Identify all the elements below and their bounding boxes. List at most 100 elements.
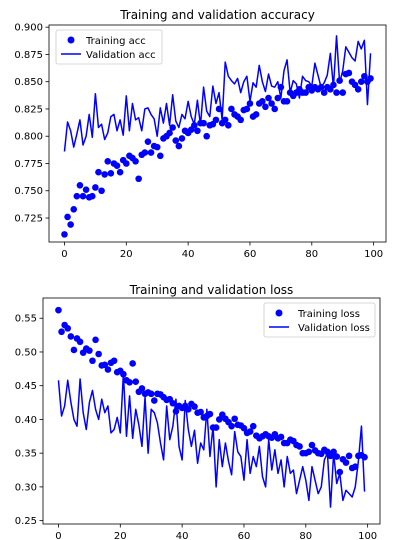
data-point-training-loss	[240, 424, 248, 432]
data-point-training-acc	[194, 127, 201, 135]
y-tick-label: 0.850	[14, 77, 43, 88]
data-point-training-loss	[151, 397, 158, 404]
data-point-training-loss	[58, 328, 65, 336]
data-point-training-loss	[351, 463, 359, 470]
data-point-training-acc	[330, 81, 337, 89]
y-tick-label: 0.725	[14, 214, 43, 225]
data-point-training-acc	[339, 89, 347, 96]
data-point-training-acc	[215, 105, 223, 113]
legend: Training acc Validation acc	[55, 29, 163, 65]
data-point-training-acc	[113, 162, 121, 169]
y-tick-label: 0.25	[15, 516, 37, 527]
data-point-training-acc	[116, 168, 124, 176]
data-point-training-acc	[302, 89, 309, 96]
x-tick-label: 100	[358, 531, 377, 540]
data-point-training-acc	[221, 116, 229, 124]
data-point-training-acc	[82, 186, 90, 193]
data-point-training-acc	[67, 221, 74, 228]
data-point-training-acc	[61, 231, 68, 238]
y-tick-label: 0.825	[14, 104, 43, 115]
x-tick-label: 40	[182, 249, 195, 260]
y-tick-label: 0.750	[14, 186, 43, 197]
data-point-training-acc	[122, 160, 130, 167]
data-point-training-loss	[361, 453, 368, 461]
data-point-training-acc	[283, 98, 291, 105]
data-point-training-acc	[277, 83, 285, 91]
data-point-training-acc	[225, 122, 232, 129]
data-point-training-loss	[169, 399, 177, 407]
data-point-training-loss	[110, 357, 118, 365]
data-point-training-acc	[73, 192, 81, 200]
data-point-training-loss	[92, 336, 99, 344]
data-point-training-acc	[191, 122, 198, 129]
data-point-training-acc	[212, 116, 220, 124]
y-tick-label: 0.40	[15, 415, 37, 426]
y-tick-label: 0.35	[15, 449, 37, 460]
y-tick-label: 0.45	[15, 381, 37, 392]
y-tick-label: 0.55	[15, 314, 37, 325]
data-point-training-acc	[144, 138, 152, 145]
data-point-training-acc	[135, 175, 142, 183]
data-point-training-acc	[259, 98, 266, 105]
data-point-training-acc	[175, 142, 183, 150]
legend-label-training-loss: Training loss	[297, 309, 360, 320]
data-point-training-acc	[237, 116, 244, 124]
data-point-training-acc	[92, 184, 99, 191]
data-point-training-loss	[120, 370, 127, 378]
data-point-training-acc	[367, 75, 374, 82]
data-point-training-acc	[172, 137, 180, 144]
data-point-training-loss	[172, 408, 180, 415]
data-point-training-acc	[132, 158, 139, 165]
x-axis: 0 20 40 60 80 100	[55, 524, 377, 540]
data-point-training-acc	[70, 205, 78, 213]
y-tick-label: 0.875	[14, 50, 43, 61]
x-tick-label: 20	[114, 531, 127, 540]
y-axis: 0.25 0.30 0.35 0.40 0.45 0.50 0.55	[15, 314, 43, 527]
data-point-training-loss	[212, 424, 220, 431]
data-point-training-loss	[191, 403, 198, 410]
data-point-training-acc	[345, 69, 353, 77]
y-tick-label: 0.900	[14, 23, 43, 34]
data-point-training-loss	[138, 385, 146, 392]
y-tick-label: 0.30	[15, 482, 37, 493]
data-point-training-loss	[55, 306, 62, 314]
data-point-training-acc	[265, 94, 272, 102]
data-point-training-loss	[249, 422, 257, 430]
data-point-training-loss	[67, 333, 75, 340]
data-point-training-acc	[153, 143, 161, 151]
x-axis: 0 20 40 60 80 100	[61, 242, 383, 260]
data-point-training-acc	[320, 89, 328, 96]
data-point-training-acc	[271, 105, 279, 113]
data-point-training-loss	[86, 347, 93, 354]
legend-box	[263, 302, 376, 338]
data-point-training-acc	[141, 149, 149, 156]
x-tick-label: 100	[364, 249, 383, 260]
data-point-training-acc	[246, 100, 254, 107]
x-tick-label: 0	[61, 249, 67, 260]
data-point-training-loss	[330, 448, 337, 456]
legend-box	[55, 29, 163, 65]
plot-frame	[42, 297, 381, 525]
data-point-training-acc	[203, 132, 210, 140]
data-point-training-loss	[70, 346, 78, 354]
legend-label-validation-loss: Validation loss	[298, 323, 370, 334]
data-point-training-loss	[101, 361, 109, 369]
data-point-training-acc	[357, 78, 365, 85]
data-point-training-acc	[200, 119, 207, 127]
data-point-training-loss	[333, 453, 341, 460]
data-point-training-acc	[252, 111, 260, 118]
data-point-training-loss	[64, 325, 72, 332]
legend: Training loss Validation loss	[263, 302, 376, 338]
chart-title: Training and validation accuracy	[119, 8, 315, 22]
data-point-training-loss	[345, 452, 353, 460]
data-point-training-loss	[206, 410, 214, 418]
series-line-validation-loss	[57, 372, 366, 508]
data-point-training-acc	[228, 105, 235, 113]
data-point-training-loss	[147, 390, 155, 398]
data-point-training-loss	[336, 468, 344, 476]
data-point-training-acc	[107, 170, 115, 177]
data-point-training-loss	[185, 406, 192, 413]
data-point-training-acc	[88, 192, 96, 200]
data-point-training-acc	[169, 124, 176, 131]
data-point-training-acc	[262, 103, 269, 111]
